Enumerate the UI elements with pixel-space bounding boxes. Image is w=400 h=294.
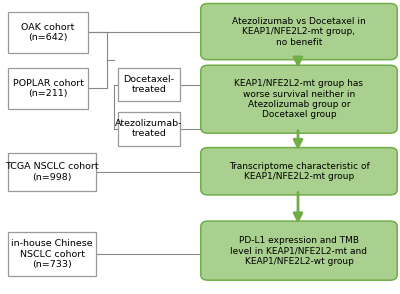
FancyBboxPatch shape xyxy=(8,68,88,109)
FancyBboxPatch shape xyxy=(201,148,397,195)
Text: OAK cohort
(n=642): OAK cohort (n=642) xyxy=(21,23,75,42)
FancyBboxPatch shape xyxy=(118,68,180,101)
FancyBboxPatch shape xyxy=(201,221,397,280)
Text: TCGA NSCLC cohort
(n=998): TCGA NSCLC cohort (n=998) xyxy=(5,162,99,182)
FancyBboxPatch shape xyxy=(8,232,96,276)
Text: Atezolizumab-
treated: Atezolizumab- treated xyxy=(115,119,183,138)
FancyBboxPatch shape xyxy=(118,112,180,146)
FancyBboxPatch shape xyxy=(8,153,96,191)
Text: KEAP1/NFE2L2-mt group has
worse survival neither in
Atezolizumab group or
Doceta: KEAP1/NFE2L2-mt group has worse survival… xyxy=(234,79,364,119)
Text: Atezolizumab vs Docetaxel in
KEAP1/NFE2L2-mt group,
no benefit: Atezolizumab vs Docetaxel in KEAP1/NFE2L… xyxy=(232,17,366,46)
Text: POPLAR cohort
(n=211): POPLAR cohort (n=211) xyxy=(12,78,84,98)
Text: in-house Chinese
NSCLC cohort
(n=733): in-house Chinese NSCLC cohort (n=733) xyxy=(11,239,93,269)
FancyBboxPatch shape xyxy=(201,65,397,133)
Text: Transcriptome characteristic of
KEAP1/NFE2L2-mt group: Transcriptome characteristic of KEAP1/NF… xyxy=(229,162,369,181)
FancyBboxPatch shape xyxy=(201,4,397,60)
FancyBboxPatch shape xyxy=(8,12,88,53)
Text: Docetaxel-
treated: Docetaxel- treated xyxy=(124,75,174,94)
Text: PD-L1 expression and TMB
level in KEAP1/NFE2L2-mt and
KEAP1/NFE2L2-wt group: PD-L1 expression and TMB level in KEAP1/… xyxy=(230,236,368,265)
